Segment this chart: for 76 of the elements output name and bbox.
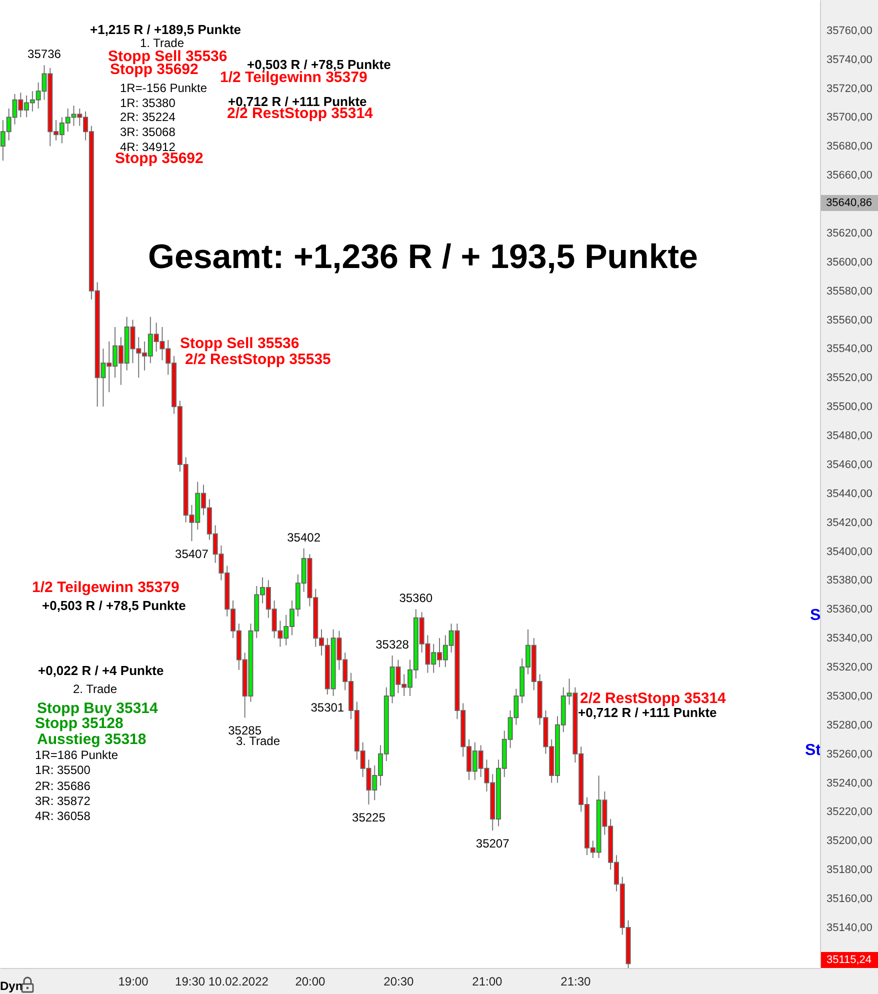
y-tick-label: 35760,00 <box>826 24 872 37</box>
y-tick-label: 35620,00 <box>826 227 872 240</box>
y-tick-label: 35440,00 <box>826 488 872 500</box>
annotation: 3R: 35872 <box>35 794 91 808</box>
y-tick-label: 35380,00 <box>826 574 872 587</box>
y-tick-label: 35580,00 <box>826 285 872 298</box>
annotation: 35225 <box>352 810 386 824</box>
y-tick-label: 35260,00 <box>826 748 872 760</box>
y-tick-label: 35720,00 <box>826 82 872 95</box>
annotation: Gesamt: +1,236 R / + 193,5 Punkte <box>148 238 698 276</box>
text: 35640,86 <box>826 197 872 209</box>
y-tick-label: 35160,00 <box>826 893 872 906</box>
annotation: 2. Trade <box>73 682 118 696</box>
y-tick-label: 35560,00 <box>826 314 872 326</box>
annotation: Ausstieg 35318 <box>37 731 146 748</box>
y-tick-label: 35220,00 <box>826 806 872 818</box>
text: Dyn <box>0 979 23 993</box>
annotation: 1/2 Teilgewinn 35379 <box>32 579 180 596</box>
annotation: +0,022 R / +4 Punkte <box>38 663 164 678</box>
annotation: 35360 <box>399 591 433 606</box>
annotation: 35736 <box>28 47 62 62</box>
annotation: 1R=-156 Punkte <box>120 81 208 95</box>
y-tick-label: 35340,00 <box>826 632 872 645</box>
y-tick-label: 35700,00 <box>826 112 872 124</box>
y-tick-label: 35600,00 <box>826 256 872 268</box>
y-tick-label: 35480,00 <box>826 430 872 442</box>
annotation: 35328 <box>376 637 410 652</box>
y-tick-label: 35140,00 <box>826 922 872 934</box>
y-tick-label: 35300,00 <box>826 690 872 702</box>
y-tick-label: 35280,00 <box>826 719 872 732</box>
annotation: Stopp 35128 <box>35 715 124 732</box>
y-tick-label: 35680,00 <box>826 140 872 153</box>
y-tick-label: 35420,00 <box>826 516 872 529</box>
annotation: 35407 <box>175 547 209 562</box>
y-tick-label: 35460,00 <box>826 458 872 471</box>
x-tick-label: 20:00 <box>295 974 326 988</box>
y-tick-label: 35520,00 <box>826 372 872 384</box>
annotation: +0,503 R / +78,5 Punkte <box>247 57 391 72</box>
text: 35115,24 <box>826 954 872 966</box>
y-tick-label: 35660,00 <box>826 170 872 182</box>
x-tick-label: 19:00 <box>118 974 149 988</box>
y-tick-label: 35320,00 <box>826 662 872 674</box>
annotation: S <box>810 607 821 624</box>
annotation: 2R: 35224 <box>120 110 176 124</box>
y-tick-label: 35200,00 <box>826 835 872 848</box>
y-tick-label: 35740,00 <box>826 54 872 66</box>
annotation: 35301 <box>310 700 344 715</box>
annotation: 35402 <box>287 530 321 544</box>
annotation: 1R: 35500 <box>35 763 91 777</box>
annotation: 4R: 36058 <box>35 809 91 823</box>
annotation: +0,712 R / +111 Punkte <box>228 94 367 109</box>
x-tick-label: 21:00 <box>472 974 503 988</box>
annotation: +0,712 R / +111 Punkte <box>578 705 717 720</box>
y-tick-label: 35240,00 <box>826 777 872 790</box>
annotation: Stopp Sell 35536 <box>108 48 228 65</box>
annotation: 3R: 35068 <box>120 125 176 139</box>
x-tick-label: 20:30 <box>384 974 414 988</box>
y-tick-label: 35500,00 <box>826 401 872 414</box>
y-tick-label: 35360,00 <box>826 604 872 616</box>
annotation: 35207 <box>476 836 510 851</box>
annotation: 2R: 35686 <box>35 779 91 793</box>
annotation: 1R=186 Punkte <box>35 748 118 762</box>
annotation: Stopp Buy 35314 <box>37 700 159 717</box>
y-tick-label: 35400,00 <box>826 546 872 558</box>
y-tick-label: 35180,00 <box>826 864 872 876</box>
y-tick-label: 35540,00 <box>826 343 872 356</box>
annotation: +1,215 R / +189,5 Punkte <box>90 22 242 37</box>
annotation: 1R: 35380 <box>120 96 176 110</box>
annotation: +0,503 R / +78,5 Punkte <box>42 598 186 613</box>
annotation: Stopp Sell 35536 <box>180 335 300 352</box>
x-tick-label: 21:30 <box>560 974 592 988</box>
annotation: 1. Trade <box>140 36 184 50</box>
annotation: 2/2 RestStopp 35535 <box>185 351 331 368</box>
annotation: St <box>805 742 822 759</box>
annotation: 2/2 RestStopp 35314 <box>580 690 727 707</box>
x-tick-label: 19:30 10.02.2022 <box>175 974 269 988</box>
